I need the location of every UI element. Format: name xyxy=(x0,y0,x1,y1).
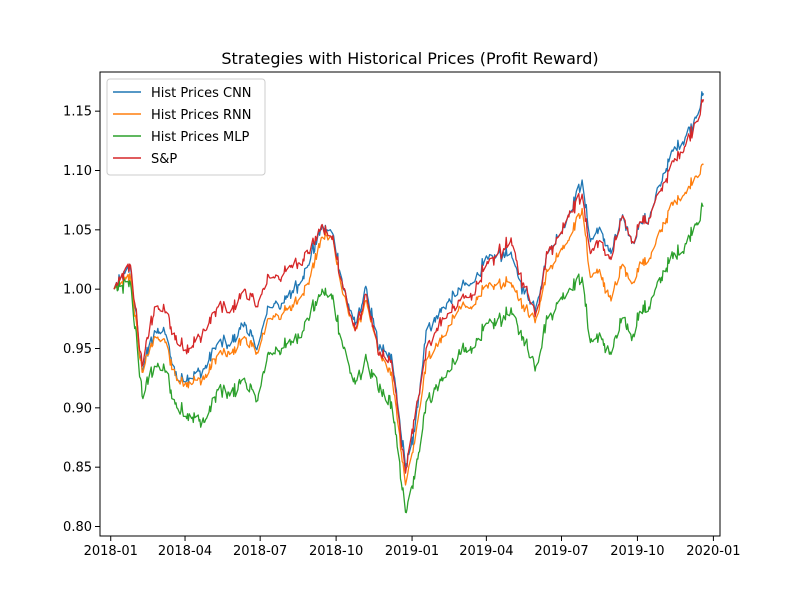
series-line-s-p xyxy=(113,99,705,474)
legend-label: S&P xyxy=(151,152,177,167)
x-tick-label: 2019-10 xyxy=(610,544,664,559)
x-tick-label: 2019-07 xyxy=(534,544,588,559)
y-tick-label: 1.00 xyxy=(63,283,92,298)
series-line-hist-prices-mlp xyxy=(113,202,704,514)
x-tick-label: 2018-07 xyxy=(233,544,287,559)
x-axis: 2018-01 2018-04 2018-07 2018-10 2019-01 2019-… xyxy=(84,536,741,559)
x-tick-label: 2018-01 xyxy=(84,544,138,559)
legend-box xyxy=(106,78,266,176)
y-tick-label: 1.05 xyxy=(63,223,92,238)
y-tick-label: 1.10 xyxy=(63,164,92,179)
y-tick-label: 0.90 xyxy=(63,401,92,416)
x-tick-label: 2018-04 xyxy=(158,544,212,559)
y-tick-label: 1.15 xyxy=(63,105,92,120)
y-tick-label: 0.80 xyxy=(63,520,92,535)
legend: Hist Prices CNN Hist Prices RNN Hist Price… xyxy=(106,78,266,176)
series-line-hist-prices-cnn xyxy=(113,91,705,468)
legend-label: Hist Prices MLP xyxy=(151,130,249,145)
x-tick-label: 2018-10 xyxy=(309,544,363,559)
plot-lines xyxy=(113,91,705,514)
x-tick-label: 2019-01 xyxy=(385,544,439,559)
y-tick-label: 0.95 xyxy=(63,342,92,357)
y-axis: 0.80 0.85 0.90 0.95 1.00 1.05 1.10 1.15 xyxy=(63,105,100,535)
x-tick-label: 2020-01 xyxy=(686,544,740,559)
series-line-hist-prices-rnn xyxy=(113,163,704,486)
legend-label: Hist Prices CNN xyxy=(151,86,252,101)
legend-label: Hist Prices RNN xyxy=(151,108,252,123)
chart-title: Strategies with Historical Prices (Profi… xyxy=(221,49,598,68)
y-tick-label: 0.85 xyxy=(63,461,92,476)
x-tick-label: 2019-04 xyxy=(459,544,513,559)
plot-frame xyxy=(99,71,721,537)
